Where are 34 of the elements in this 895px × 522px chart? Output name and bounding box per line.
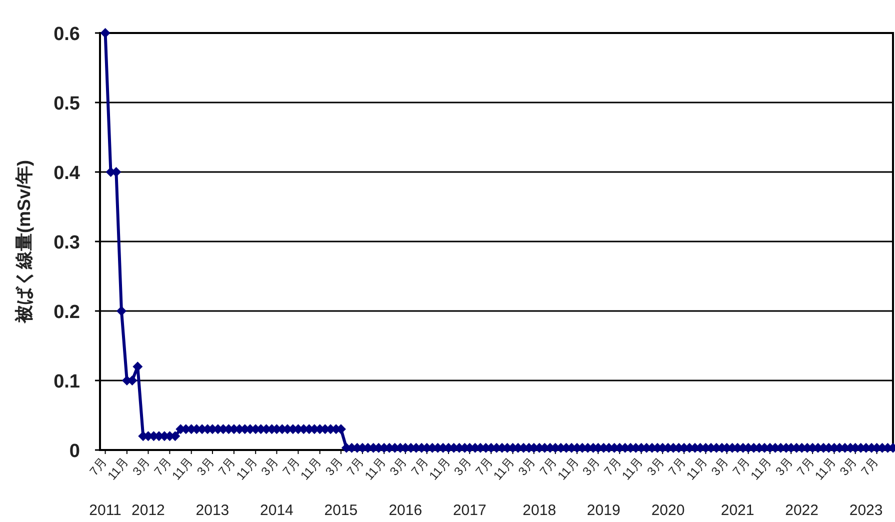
x-tick-label: 7月	[858, 454, 882, 478]
x-tick-label: 3月	[258, 454, 282, 478]
x-tick-label: 3月	[836, 454, 860, 478]
x-tick-label: 3月	[386, 454, 410, 478]
x2-tick-label: 2016	[388, 502, 422, 519]
y-tick-label: 0.5	[54, 94, 80, 114]
x-tick-label: 3月	[451, 454, 474, 478]
x-tick-label: 3月	[130, 454, 153, 478]
y-tick-label: 0.6	[54, 24, 80, 45]
x2-tick-label: 2014	[260, 502, 294, 519]
x2-tick-label: 2019	[586, 502, 620, 519]
x2-tick-label: 2015	[324, 502, 358, 519]
x2-tick-label: 2017	[452, 502, 486, 519]
x2-tick-label: 2020	[651, 502, 685, 519]
y-tick-label: 0	[69, 441, 80, 462]
y-tick-label: 0.4	[54, 163, 80, 184]
x-tick-label: 3月	[580, 454, 602, 478]
y-axis-title: 被ばく線量(mSv/年)	[14, 160, 34, 324]
x2-tick-label: 2023	[849, 502, 883, 519]
x2-tick-label: 2018	[522, 502, 556, 519]
x-tick-label: 3月	[708, 454, 732, 478]
x-tick-label: 3月	[515, 454, 538, 478]
x-tick-label: 3月	[322, 454, 346, 478]
x-tick-label: 3月	[194, 454, 217, 478]
x2-tick-label: 2022	[785, 502, 819, 519]
x-tick-label: 3月	[644, 454, 667, 478]
y-tick-label: 0.3	[54, 232, 80, 254]
y-tick-label: 0.2	[54, 302, 80, 323]
x2-tick-label: 2013	[196, 502, 230, 519]
x2-tick-label: 2011	[89, 502, 122, 519]
y-tick-label: 0.1	[54, 372, 80, 392]
x2-tick-label: 2021	[720, 502, 754, 519]
x2-tick-label: 2012	[132, 502, 165, 519]
x-tick-label: 3月	[772, 454, 796, 478]
